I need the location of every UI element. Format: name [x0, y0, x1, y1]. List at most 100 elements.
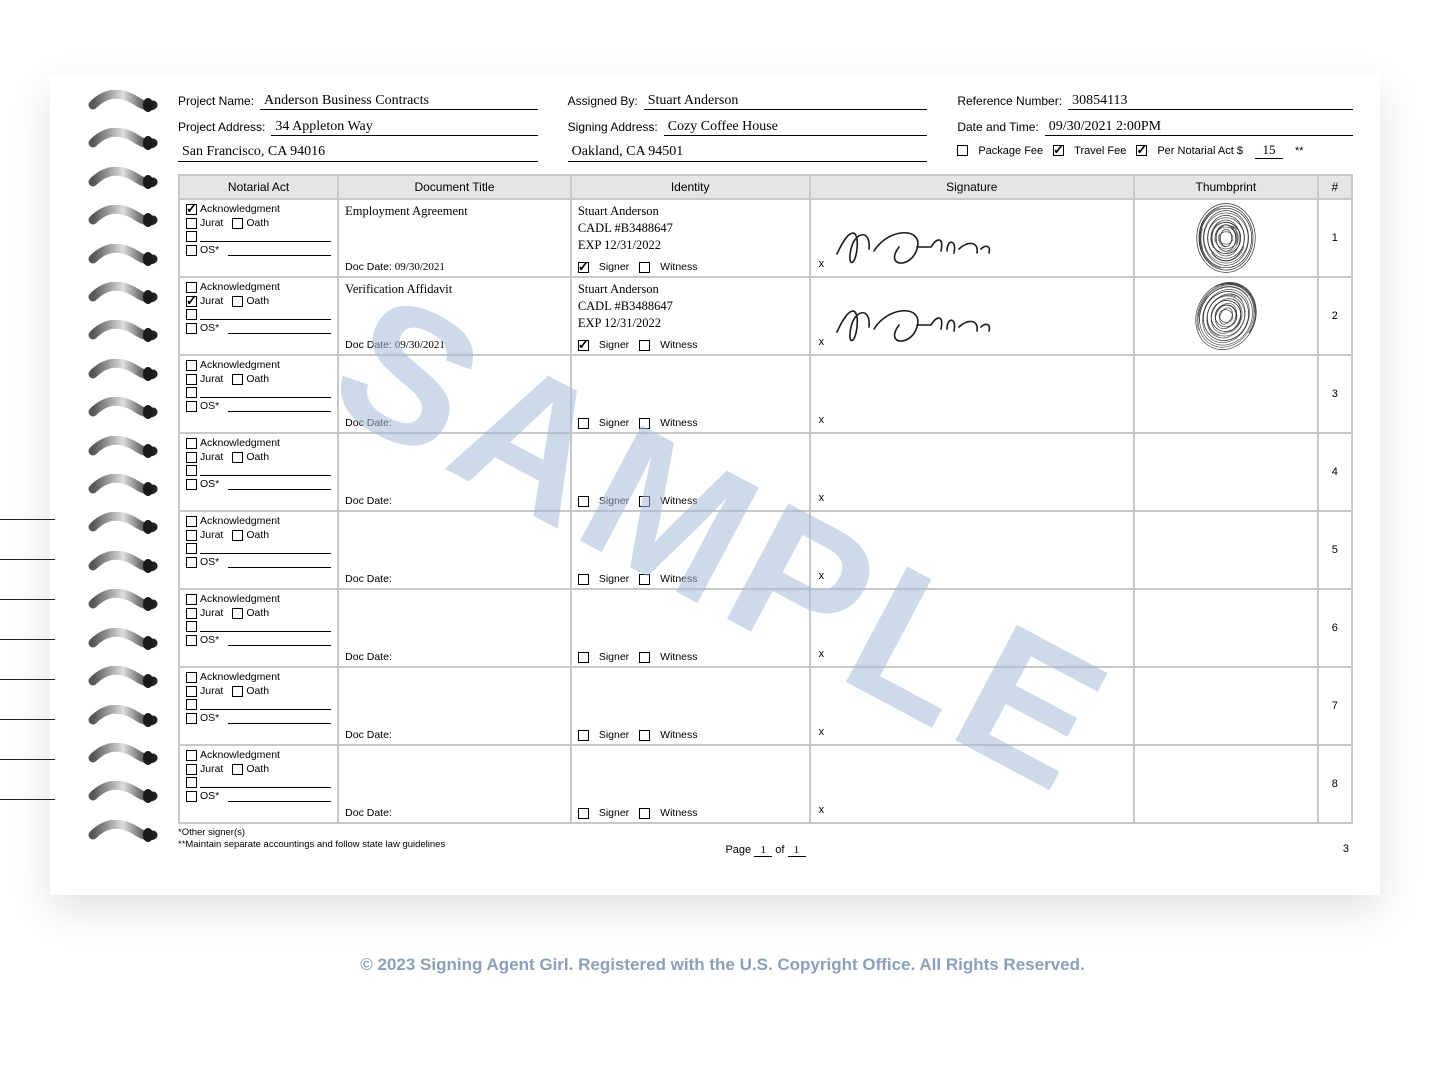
- blank-checkbox[interactable]: [186, 621, 197, 632]
- col-identity: Identity: [571, 175, 810, 199]
- os-checkbox[interactable]: [186, 713, 197, 724]
- signer-checkbox[interactable]: [578, 418, 589, 429]
- witness-checkbox[interactable]: [639, 496, 650, 507]
- jurat-checkbox[interactable]: [186, 218, 197, 229]
- os-checkbox[interactable]: [186, 791, 197, 802]
- doc-date: Doc Date:: [345, 729, 564, 741]
- signature-x-mark: x: [819, 258, 825, 270]
- jurat-checkbox[interactable]: [186, 530, 197, 541]
- project-address-value: 34 Appleton Way: [271, 119, 537, 136]
- blank-checkbox[interactable]: [186, 777, 197, 788]
- reference-value: 30854113: [1068, 93, 1353, 110]
- package-fee-label: Package Fee: [978, 145, 1043, 157]
- acknowledgment-checkbox[interactable]: [186, 672, 197, 683]
- identity-text: Stuart AndersonCADL #B3488647EXP 12/31/2…: [578, 281, 803, 332]
- oath-checkbox[interactable]: [232, 608, 243, 619]
- notary-log-table: Notarial Act Document Title Identity Sig…: [178, 174, 1353, 824]
- oath-checkbox[interactable]: [232, 374, 243, 385]
- blank-checkbox[interactable]: [186, 309, 197, 320]
- per-act-label: Per Notarial Act $: [1157, 145, 1243, 157]
- signature-x-mark: x: [819, 492, 825, 504]
- signer-checkbox[interactable]: [578, 340, 589, 351]
- blank-checkbox[interactable]: [186, 465, 197, 476]
- signature-x-mark: x: [819, 648, 825, 660]
- acknowledgment-checkbox[interactable]: [186, 594, 197, 605]
- acknowledgment-checkbox[interactable]: [186, 282, 197, 293]
- signer-checkbox[interactable]: [578, 652, 589, 663]
- witness-checkbox[interactable]: [639, 574, 650, 585]
- assigned-by-value: Stuart Anderson: [644, 93, 928, 110]
- signer-checkbox[interactable]: [578, 730, 589, 741]
- jurat-checkbox[interactable]: [186, 296, 197, 307]
- oath-checkbox[interactable]: [232, 296, 243, 307]
- table-row: Acknowledgment Jurat Oath OS* Verificati…: [179, 277, 1352, 355]
- doc-date: Doc Date:: [345, 417, 564, 429]
- oath-checkbox[interactable]: [232, 530, 243, 541]
- signer-checkbox[interactable]: [578, 574, 589, 585]
- signer-checkbox[interactable]: [578, 262, 589, 273]
- blank-checkbox[interactable]: [186, 231, 197, 242]
- jurat-checkbox[interactable]: [186, 452, 197, 463]
- identity-text: Stuart AndersonCADL #B3488647EXP 12/31/2…: [578, 203, 803, 254]
- jurat-checkbox[interactable]: [186, 374, 197, 385]
- acknowledgment-checkbox[interactable]: [186, 360, 197, 371]
- os-checkbox[interactable]: [186, 557, 197, 568]
- signing-address-label: Signing Address:: [568, 120, 658, 136]
- witness-checkbox[interactable]: [639, 418, 650, 429]
- jurat-checkbox[interactable]: [186, 764, 197, 775]
- table-row: Acknowledgment Jurat Oath OS* Doc Date: …: [179, 511, 1352, 589]
- table-row: Acknowledgment Jurat Oath OS* Doc Date: …: [179, 667, 1352, 745]
- blank-checkbox[interactable]: [186, 387, 197, 398]
- signer-checkbox[interactable]: [578, 496, 589, 507]
- document-title-value: Employment Agreement: [345, 203, 564, 220]
- oath-checkbox[interactable]: [232, 452, 243, 463]
- project-name-value: Anderson Business Contracts: [260, 93, 538, 110]
- acknowledgment-checkbox[interactable]: [186, 750, 197, 761]
- row-number: 8: [1318, 745, 1352, 823]
- col-signature: Signature: [810, 175, 1134, 199]
- table-row: Acknowledgment Jurat Oath OS* Doc Date: …: [179, 745, 1352, 823]
- os-checkbox[interactable]: [186, 479, 197, 490]
- row-number: 1: [1318, 199, 1352, 277]
- signature-x-mark: x: [819, 336, 825, 348]
- per-act-checkbox[interactable]: [1136, 145, 1147, 156]
- project-address-label: Project Address:: [178, 120, 265, 136]
- witness-checkbox[interactable]: [639, 340, 650, 351]
- signing-city-value: Oakland, CA 94501: [568, 144, 928, 162]
- oath-checkbox[interactable]: [232, 686, 243, 697]
- row-number: 4: [1318, 433, 1352, 511]
- document-page: Project Name: Anderson Business Contract…: [178, 88, 1353, 855]
- oath-checkbox[interactable]: [232, 218, 243, 229]
- signature-x-mark: x: [819, 804, 825, 816]
- witness-checkbox[interactable]: [639, 808, 650, 819]
- travel-fee-checkbox[interactable]: [1053, 145, 1064, 156]
- doc-date: Doc Date: 09/30/2021: [345, 339, 564, 351]
- blank-checkbox[interactable]: [186, 543, 197, 554]
- oath-checkbox[interactable]: [232, 764, 243, 775]
- per-act-amount: 15: [1255, 142, 1283, 159]
- signer-checkbox[interactable]: [578, 808, 589, 819]
- jurat-checkbox[interactable]: [186, 686, 197, 697]
- jurat-checkbox[interactable]: [186, 608, 197, 619]
- signature-x-mark: x: [819, 726, 825, 738]
- acknowledgment-checkbox[interactable]: [186, 438, 197, 449]
- witness-checkbox[interactable]: [639, 652, 650, 663]
- row-number: 2: [1318, 277, 1352, 355]
- page-current: 1: [754, 844, 772, 857]
- witness-checkbox[interactable]: [639, 262, 650, 273]
- blank-checkbox[interactable]: [186, 699, 197, 710]
- os-checkbox[interactable]: [186, 323, 197, 334]
- os-checkbox[interactable]: [186, 245, 197, 256]
- os-checkbox[interactable]: [186, 635, 197, 646]
- table-row: Acknowledgment Jurat Oath OS* Doc Date: …: [179, 589, 1352, 667]
- travel-fee-label: Travel Fee: [1074, 145, 1126, 157]
- witness-checkbox[interactable]: [639, 730, 650, 741]
- datetime-value: 09/30/2021 2:00PM: [1045, 119, 1353, 136]
- project-name-label: Project Name:: [178, 94, 254, 110]
- acknowledgment-checkbox[interactable]: [186, 204, 197, 215]
- acknowledgment-checkbox[interactable]: [186, 516, 197, 527]
- page-total: 1: [788, 844, 806, 857]
- os-checkbox[interactable]: [186, 401, 197, 412]
- package-fee-checkbox[interactable]: [957, 145, 968, 156]
- row-number: 6: [1318, 589, 1352, 667]
